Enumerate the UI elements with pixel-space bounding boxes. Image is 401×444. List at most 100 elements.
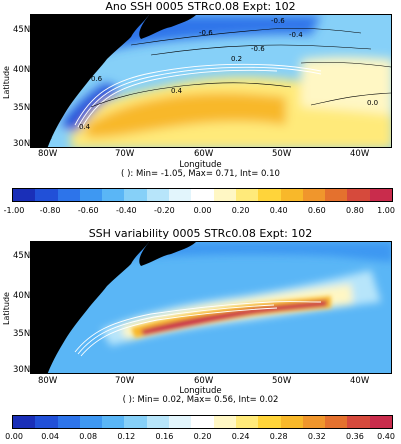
colorbar-tick-label: 0.20 xyxy=(193,432,212,441)
land-north-america xyxy=(31,15,149,147)
land-nova-scotia xyxy=(139,242,196,266)
y-axis-label: Latitude xyxy=(1,292,11,325)
colorbar-swatch xyxy=(146,189,170,201)
anomaly-contour xyxy=(150,44,372,56)
contour-label: -0.6 xyxy=(251,45,265,53)
colorbar-tick-label: 0.80 xyxy=(345,206,364,215)
y-tick-label: 40N xyxy=(13,291,31,301)
colorbar-tick-label: 0.28 xyxy=(269,432,288,441)
colorbar-tick-label: 1.00 xyxy=(377,206,395,215)
y-axis-label: Latitude xyxy=(1,66,11,99)
y-tick-label: 45N xyxy=(13,251,31,261)
colorbar-swatch xyxy=(13,189,36,201)
gulf-stream-contour xyxy=(77,304,275,355)
x-tick-label: 70W xyxy=(115,376,135,386)
colorbar-swatch xyxy=(191,416,214,428)
anomaly-neutral-region xyxy=(301,56,391,115)
colorbar-tick-label: 0.16 xyxy=(155,432,174,441)
colorbar-swatch xyxy=(79,416,103,428)
x-tick-label: 50W xyxy=(272,149,292,159)
colorbar-tick-label: 0.32 xyxy=(307,432,326,441)
colorbar-swatch xyxy=(102,416,125,428)
chart-title: Ano SSH 0005 STRc0.08 Expt: 102 xyxy=(105,0,296,13)
colorbar-tick-label: 0.12 xyxy=(117,432,136,441)
contour-label: 0.4 xyxy=(171,87,183,95)
y-tick-label: 30N xyxy=(13,139,31,149)
chart-title: SSH variability 0005 STRc0.08 Expt: 102 xyxy=(88,227,313,240)
contour-label: 0.6 xyxy=(91,75,103,83)
colorbar-tick-label: -1.00 xyxy=(3,206,25,215)
anomaly-contour xyxy=(90,82,292,108)
colorbar-tick-label: 0.24 xyxy=(231,432,250,441)
colorbar xyxy=(12,415,393,429)
x-axis-label: Longitude xyxy=(179,386,222,396)
gulf-stream-contour xyxy=(80,307,278,357)
colorbar-swatch xyxy=(325,416,348,428)
colorbar-tick-label: 0.40 xyxy=(377,432,395,441)
anomaly-contour xyxy=(310,92,391,106)
land-north-america xyxy=(31,242,149,373)
gulf-stream-contour xyxy=(74,63,322,126)
colorbar-swatch xyxy=(102,189,125,201)
colorbar-tick-label: -0.20 xyxy=(154,206,175,215)
gulf-stream-contour xyxy=(80,69,278,130)
gulf-stream-contour xyxy=(77,66,322,128)
colorbar-swatch xyxy=(35,416,58,428)
colorbar-tick-label: -0.80 xyxy=(39,206,61,215)
x-tick-label: 80W xyxy=(38,149,58,159)
contour-label: 0.4 xyxy=(79,123,91,131)
stats-text: ( ): Min= 0.02, Max= 0.56, Int= 0.02 xyxy=(122,395,279,405)
colorbar-swatch xyxy=(146,416,170,428)
colorbar-swatch xyxy=(169,416,192,428)
colorbar-swatch xyxy=(124,416,147,428)
gulf-stream-contour xyxy=(74,301,322,353)
anomaly-map: -0.6 -0.6 -0.4 0.2 -0.6 0.4 0.4 0.6 0.2 … xyxy=(30,14,392,148)
colorbar-tick-label: 0.36 xyxy=(345,432,364,441)
y-tick-label: 35N xyxy=(13,329,31,339)
anomaly-contour xyxy=(300,61,391,68)
colorbar-tick-label: 0.08 xyxy=(79,432,98,441)
colorbar-swatch xyxy=(235,189,259,201)
colorbar-swatch xyxy=(35,189,58,201)
colorbar-swatch xyxy=(369,189,393,201)
colorbar-tick-label: 0.40 xyxy=(269,206,288,215)
y-tick-label: 35N xyxy=(13,103,31,113)
x-axis-label: Longitude xyxy=(179,160,222,170)
anomaly-map-svg xyxy=(31,15,391,147)
colorbar-swatch xyxy=(347,189,370,201)
colorbar-swatch xyxy=(347,416,370,428)
colorbar-swatch xyxy=(369,416,393,428)
ssh-variability-panel: SSH variability 0005 STRc0.08 Expt: 102 … xyxy=(0,222,401,444)
colorbar-tick-label: 0.00 xyxy=(5,432,23,441)
colorbar-swatch xyxy=(213,189,236,201)
colorbar xyxy=(12,188,393,202)
y-tick-label: 45N xyxy=(13,25,31,35)
variability-map xyxy=(30,241,392,374)
colorbar-tick-label: 0.60 xyxy=(307,206,326,215)
y-tick-label: 30N xyxy=(13,365,31,375)
colorbar-swatch xyxy=(13,416,36,428)
colorbar-swatch xyxy=(258,416,281,428)
colorbar-tick-label: 0.04 xyxy=(41,432,59,441)
colorbar-swatch xyxy=(302,189,326,201)
colorbar-swatch xyxy=(57,189,80,201)
x-tick-label: 60W xyxy=(194,149,214,159)
colorbar-tick-label: 0.00 xyxy=(193,206,212,215)
x-tick-label: 40W xyxy=(350,149,370,159)
colorbar-swatch xyxy=(169,189,192,201)
colorbar-swatch xyxy=(325,189,348,201)
stats-text: ( ): Min= -1.05, Max= 0.71, Int= 0.10 xyxy=(121,169,280,179)
colorbar-tick-label: 0.20 xyxy=(231,206,250,215)
anomaly-contour xyxy=(130,27,362,46)
x-tick-label: 80W xyxy=(38,376,58,386)
x-tick-label: 40W xyxy=(350,376,370,386)
x-tick-label: 50W xyxy=(272,376,292,386)
x-tick-label: 70W xyxy=(115,149,135,159)
ssh-anomaly-panel: Ano SSH 0005 STRc0.08 Expt: 102 Latitude… xyxy=(1,0,395,216)
colorbar-swatch xyxy=(57,416,80,428)
variability-map-svg xyxy=(31,242,391,373)
colorbar-swatch xyxy=(79,189,103,201)
contour-label: -0.6 xyxy=(199,29,213,37)
y-tick-label: 40N xyxy=(13,65,31,75)
contour-label: 0.2 xyxy=(41,133,53,141)
